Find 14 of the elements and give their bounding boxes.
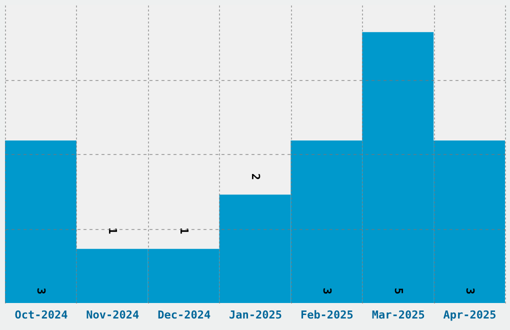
- x-tick-label: Nov-2024: [86, 308, 140, 322]
- x-tick-label: Dec-2024: [158, 308, 211, 322]
- x-tick-label: Apr-2025: [443, 308, 496, 322]
- data-label: 2: [249, 173, 262, 180]
- x-tick-label: Jan-2025: [229, 308, 282, 322]
- data-label: 5: [392, 288, 405, 294]
- data-label: 1: [178, 228, 191, 235]
- x-tick-label: Feb-2025: [300, 308, 354, 322]
- data-label: 3: [463, 288, 476, 294]
- data-label: 1: [106, 228, 120, 235]
- x-tick-label: Mar-2025: [372, 308, 425, 322]
- data-label: 3: [320, 288, 334, 294]
- data-label: 3: [34, 288, 48, 294]
- x-tick-label: Oct-2024: [14, 308, 68, 322]
